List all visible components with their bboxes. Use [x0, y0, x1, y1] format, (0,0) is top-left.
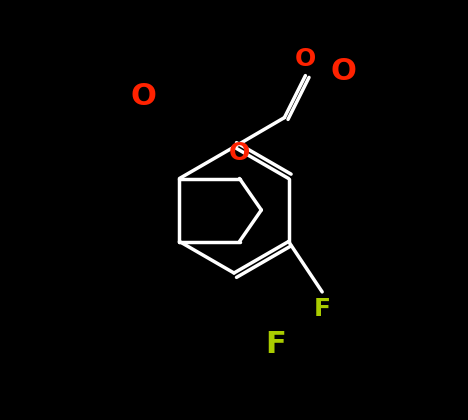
Text: F: F — [266, 330, 286, 359]
Text: O: O — [330, 57, 356, 86]
Text: O: O — [131, 82, 157, 111]
Text: F: F — [314, 297, 331, 321]
Text: O: O — [295, 47, 316, 71]
Text: O: O — [229, 141, 250, 165]
